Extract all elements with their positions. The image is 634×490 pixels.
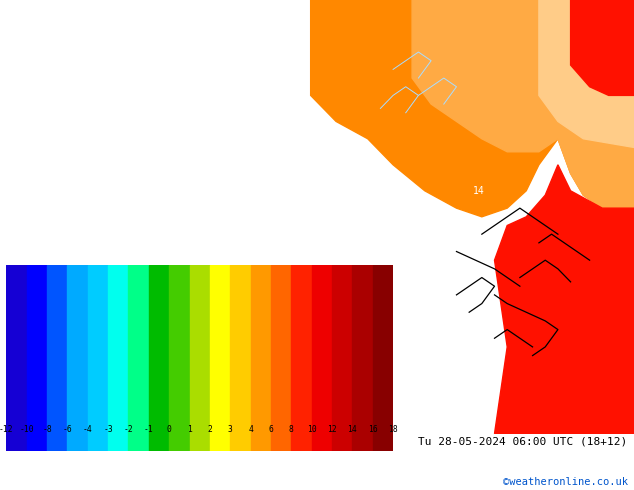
Text: 8: 8 [289,425,294,434]
Bar [210,265,230,451]
Polygon shape [94,286,113,368]
Text: -12: -12 [0,425,14,434]
Bar [6,265,27,451]
Polygon shape [412,0,634,208]
Text: 18: 18 [388,425,398,434]
Text: ©weatheronline.co.uk: ©weatheronline.co.uk [503,477,628,487]
Text: 16: 16 [368,425,378,434]
Text: 12: 12 [327,425,337,434]
Text: 1: 1 [187,425,192,434]
Bar [291,265,312,451]
Text: 10: 10 [307,425,316,434]
Polygon shape [495,165,634,434]
Bar [271,265,291,451]
Bar [250,265,271,451]
Text: -4: -4 [83,425,93,434]
Bar [87,265,108,451]
Text: -10: -10 [20,425,34,434]
Bar [129,265,149,451]
Bar [312,265,332,451]
Text: -3: -3 [103,425,113,434]
Bar [332,265,353,451]
Bar [47,265,67,451]
Text: 14: 14 [473,186,484,196]
Bar [108,265,129,451]
Text: -8: -8 [42,425,52,434]
Text: Theta-W 850hPa [hPa] ECMWF: Theta-W 850hPa [hPa] ECMWF [6,437,182,446]
Polygon shape [571,0,634,96]
Text: -6: -6 [63,425,72,434]
Bar [149,265,169,451]
Text: 3: 3 [228,425,233,434]
Text: 4: 4 [248,425,253,434]
Text: 6: 6 [269,425,273,434]
Bar [373,265,393,451]
Polygon shape [539,0,634,147]
Bar [67,265,87,451]
Text: Tu 28-05-2024 06:00 UTC (18+12): Tu 28-05-2024 06:00 UTC (18+12) [418,437,628,446]
Text: -1: -1 [144,425,153,434]
Text: 0: 0 [167,425,172,434]
Polygon shape [311,0,634,217]
Bar [190,265,210,451]
Text: -2: -2 [124,425,133,434]
Bar [27,265,47,451]
Bar [353,265,373,451]
Polygon shape [222,347,244,408]
Text: 2: 2 [207,425,212,434]
Text: 14: 14 [347,425,357,434]
Bar [169,265,190,451]
Bar [230,265,250,451]
